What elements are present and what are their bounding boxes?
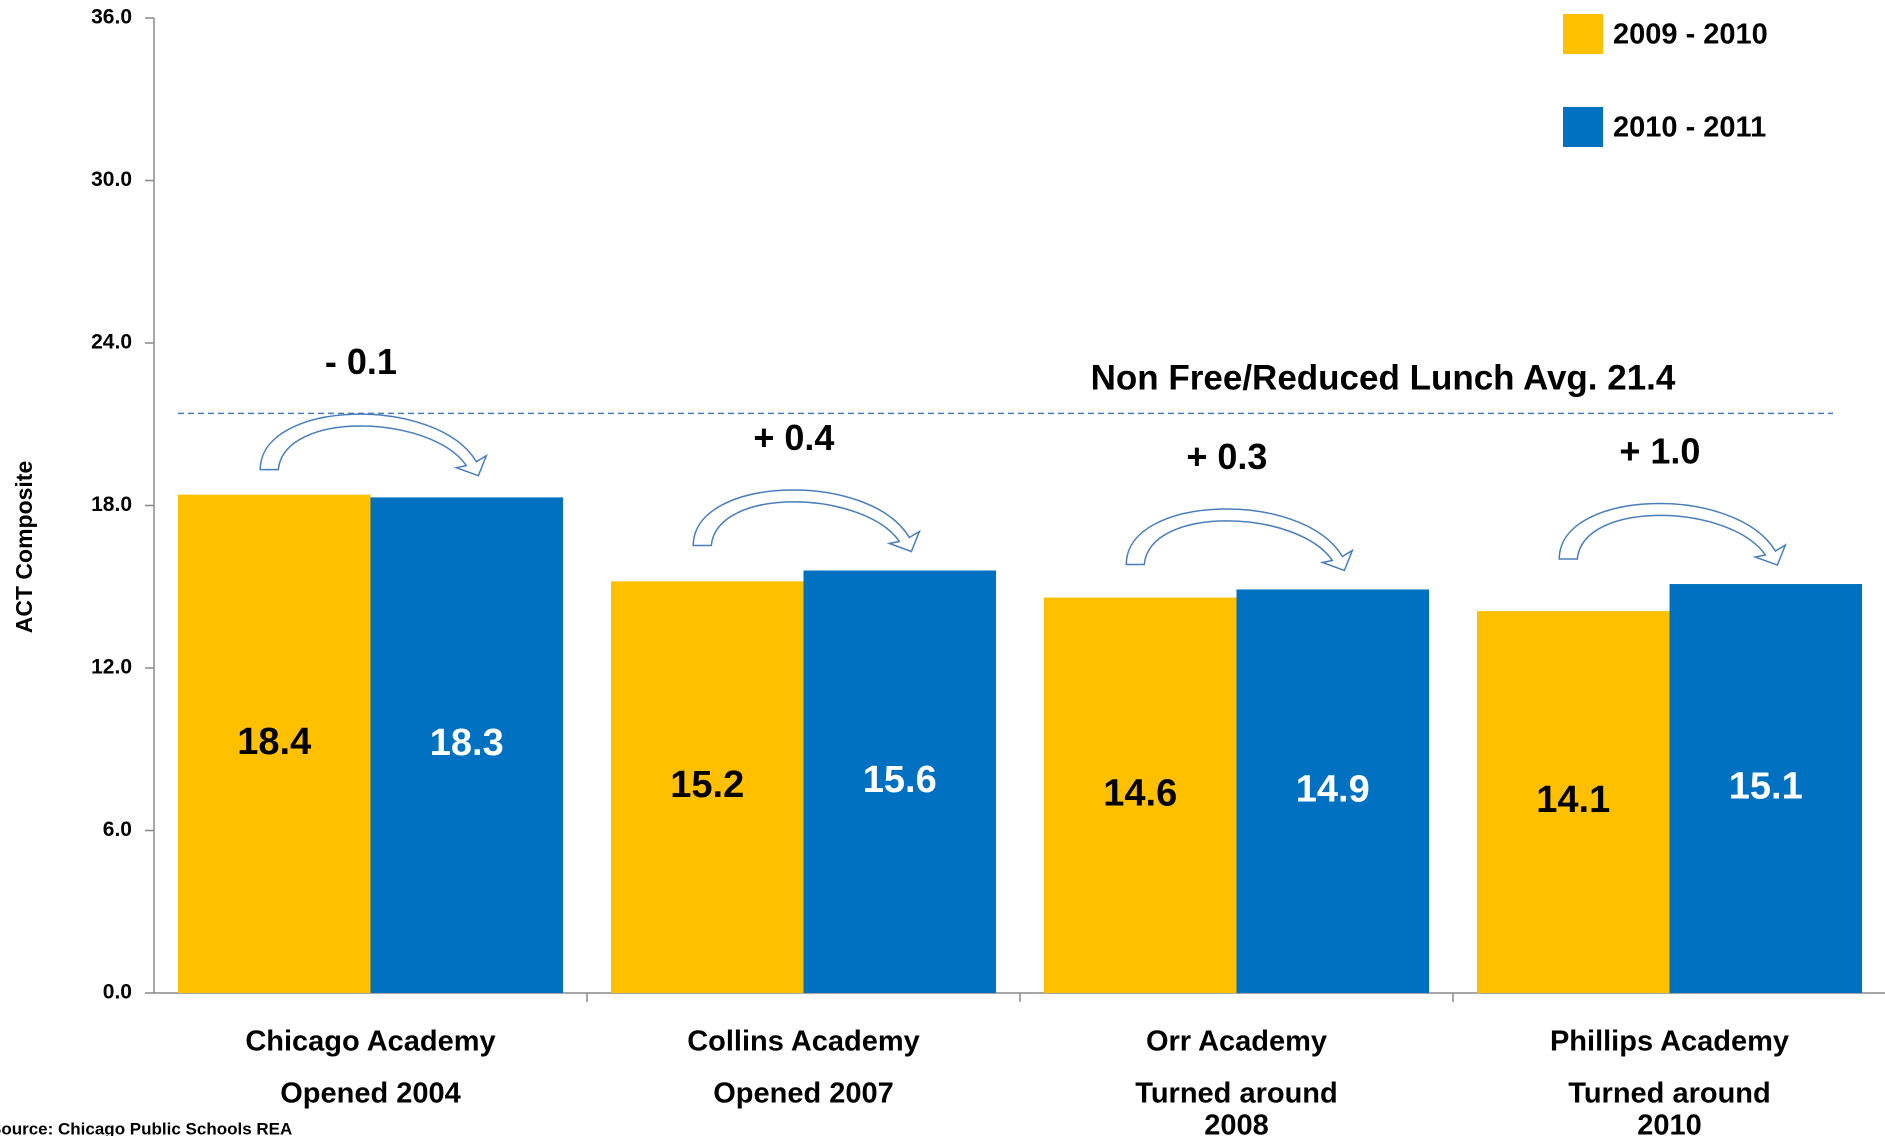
x-tick-label: Opened 2007 (713, 1078, 894, 1110)
bar (370, 497, 563, 993)
legend-label: 2009 - 2010 (1613, 19, 1768, 51)
value-label: 14.9 (1296, 768, 1370, 810)
x-tick-label: Turned around (1568, 1078, 1770, 1110)
y-tick-label: 36.0 (91, 6, 132, 29)
x-tick-label: Phillips Academy (1550, 1026, 1789, 1058)
x-tick-label: 2010 (1637, 1110, 1702, 1136)
value-label: 15.1 (1729, 766, 1803, 808)
y-tick-label: 30.0 (91, 168, 132, 191)
change-arrow (1558, 502, 1787, 566)
reference-label: Non Free/Reduced Lunch Avg. 21.4 (1091, 359, 1676, 398)
legend-swatch (1563, 14, 1603, 54)
y-tick-label: 12.0 (91, 656, 132, 679)
value-label: 14.6 (1103, 772, 1177, 814)
x-tick-label: Chicago Academy (245, 1026, 495, 1058)
change-arrow (1125, 508, 1354, 572)
change-label: + 0.3 (1186, 436, 1267, 477)
value-label: 15.2 (670, 764, 744, 806)
change-arrow (259, 413, 488, 477)
change-label: - 0.1 (325, 341, 397, 382)
bar (803, 570, 996, 993)
legend-swatch (1563, 107, 1603, 147)
value-label: 18.4 (237, 721, 311, 763)
y-axis-title: ACT Composite (11, 461, 37, 634)
source: Source: Chicago Public Schools REA (0, 1119, 292, 1136)
x-tick-label: Opened 2004 (280, 1078, 461, 1110)
x-tick-label: 2008 (1204, 1110, 1269, 1136)
y-tick-label: 0.0 (103, 981, 132, 1004)
value-label: 14.1 (1536, 779, 1610, 821)
bar (1477, 611, 1670, 993)
y-tick-label: 24.0 (91, 331, 132, 354)
legend-label: 2010 - 2011 (1613, 112, 1766, 144)
change-arrow (692, 489, 921, 553)
x-tick-label: Orr Academy (1146, 1026, 1327, 1058)
bar (1044, 597, 1237, 993)
x-tick-label: Collins Academy (687, 1026, 920, 1058)
value-label: 18.3 (430, 722, 504, 764)
bar (611, 581, 804, 993)
y-tick-label: 6.0 (103, 818, 132, 841)
change-label: + 0.4 (753, 417, 834, 458)
bar (1236, 589, 1429, 993)
y-tick-label: 18.0 (91, 493, 132, 516)
x-tick-label: Turned around (1135, 1078, 1337, 1110)
bar (1669, 584, 1862, 993)
bar (178, 494, 371, 993)
change-label: + 1.0 (1619, 431, 1700, 472)
value-label: 15.6 (863, 759, 937, 801)
